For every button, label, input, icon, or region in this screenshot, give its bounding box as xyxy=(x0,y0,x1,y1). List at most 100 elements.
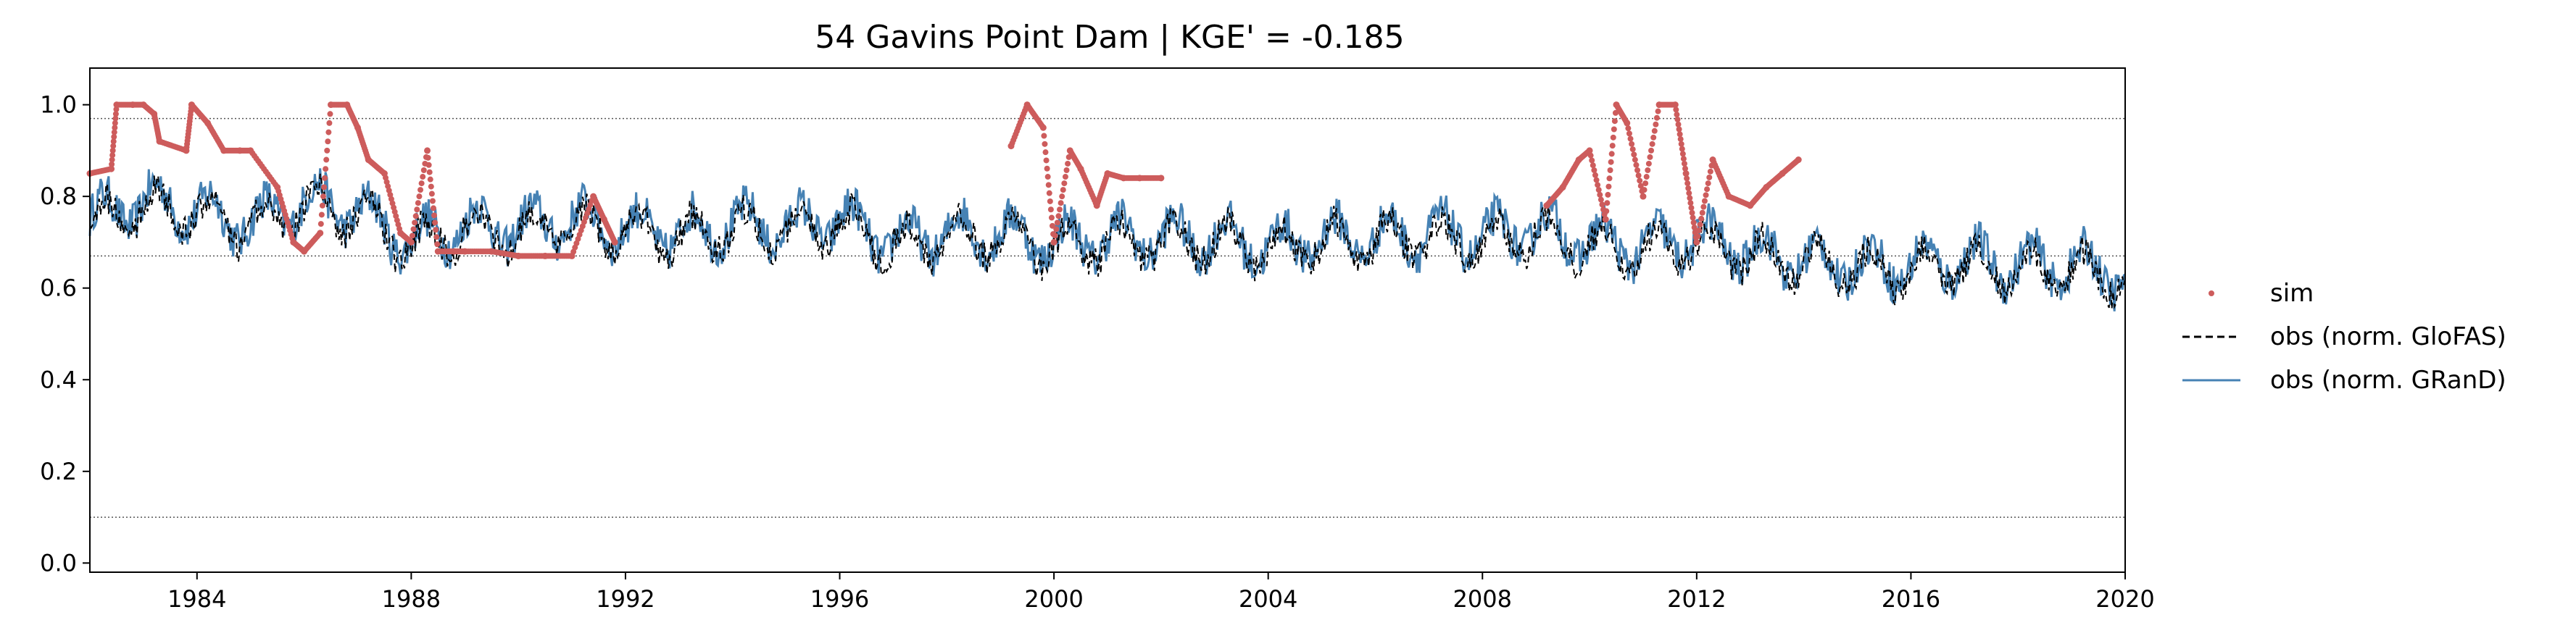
sim-point xyxy=(1687,195,1693,201)
sim-point xyxy=(1063,167,1070,174)
sim-point xyxy=(1645,167,1651,174)
plot-background xyxy=(90,68,2125,572)
sim-point xyxy=(417,187,424,193)
sim-point xyxy=(1604,200,1611,206)
sim-point xyxy=(1610,134,1616,141)
sim-point xyxy=(1690,214,1696,221)
series-grand-line xyxy=(88,168,2126,311)
sim-point xyxy=(1698,215,1705,222)
sim-point xyxy=(1653,114,1660,121)
sim-point xyxy=(112,120,118,126)
sim-point xyxy=(1597,196,1604,203)
sim-point xyxy=(1607,167,1613,174)
sim-point xyxy=(1640,193,1647,200)
sim-point xyxy=(420,174,426,180)
sim-point xyxy=(1602,216,1609,223)
sim-point xyxy=(1687,200,1694,206)
plot-area xyxy=(86,67,2126,573)
sim-point xyxy=(1044,174,1051,180)
y-tick-label: 0.6 xyxy=(40,275,77,302)
sim-point xyxy=(1042,141,1048,147)
sim-point xyxy=(325,138,331,145)
sim-point xyxy=(429,198,436,204)
sim-point xyxy=(317,230,324,237)
sim-point xyxy=(1677,131,1683,138)
sim-point xyxy=(1645,160,1652,167)
sim-point xyxy=(1671,101,1679,109)
sim-point xyxy=(428,190,435,197)
sim-point xyxy=(1595,182,1601,188)
sim-point xyxy=(1062,174,1068,180)
y-axis: 0.0 0.2 0.4 0.6 0.8 1.0 xyxy=(40,91,90,577)
x-tick-label: 2008 xyxy=(1453,585,1512,613)
sim-point xyxy=(1697,222,1703,228)
sim-point xyxy=(1047,198,1053,204)
sim-point xyxy=(431,212,438,219)
sim-point xyxy=(1686,190,1692,196)
sim-point xyxy=(1595,187,1602,193)
sim-point xyxy=(1048,214,1055,221)
sim-point xyxy=(1693,238,1700,246)
sim-point xyxy=(427,176,433,183)
sim-point xyxy=(1648,147,1655,154)
sim-point xyxy=(1699,209,1705,216)
sim-point xyxy=(1641,187,1648,193)
x-axis: 1984 1988 1992 1996 2000 2004 2008 2012 2016 2020 xyxy=(167,572,2155,613)
sim-point xyxy=(611,238,618,246)
sim-point xyxy=(1053,226,1060,232)
sim-point xyxy=(318,211,325,218)
sim-point xyxy=(1042,149,1049,156)
sim-point xyxy=(1675,121,1682,127)
x-tick-label: 2016 xyxy=(1882,585,1940,613)
sim-point xyxy=(1649,141,1655,147)
sim-point xyxy=(1706,174,1713,180)
sim-point xyxy=(433,227,439,233)
sim-point xyxy=(1635,172,1642,179)
y-tick-label: 1.0 xyxy=(40,91,77,119)
sim-point xyxy=(1590,162,1596,169)
sim-point xyxy=(1605,191,1611,198)
sim-point xyxy=(418,180,425,187)
sim-point xyxy=(1606,175,1613,182)
sim-point xyxy=(428,183,434,190)
sim-point xyxy=(1703,192,1709,198)
sim-point xyxy=(323,166,329,172)
sim-point xyxy=(1592,172,1598,178)
sim-point xyxy=(1052,232,1058,239)
y-tick-label: 0.8 xyxy=(40,183,77,210)
sim-point xyxy=(112,111,119,117)
sim-point xyxy=(430,205,436,211)
sim-point xyxy=(110,143,117,149)
sim-point xyxy=(110,138,117,145)
sim-point xyxy=(1674,116,1681,122)
sim-point xyxy=(1059,193,1065,200)
sim-point xyxy=(1586,147,1593,154)
sim-point xyxy=(1695,233,1701,240)
sim-point xyxy=(1599,201,1605,208)
sim-point xyxy=(324,147,331,154)
sim-point xyxy=(409,232,415,239)
reference-lines xyxy=(90,117,2125,518)
sim-point xyxy=(1043,157,1050,164)
sim-point xyxy=(1626,130,1632,137)
sim-point xyxy=(322,175,328,181)
sim-point xyxy=(1589,157,1595,164)
sim-point xyxy=(1691,225,1698,231)
legend-grand-label: obs (norm. GRanD) xyxy=(2270,366,2506,395)
sim-point xyxy=(432,219,439,226)
sim-point xyxy=(1685,185,1692,191)
sim-point xyxy=(1655,108,1661,114)
x-tick-label: 2020 xyxy=(2095,585,2154,613)
sim-point xyxy=(111,129,117,135)
sim-point xyxy=(109,147,116,154)
sim-point xyxy=(112,125,118,131)
sim-point xyxy=(420,167,427,174)
x-tick-label: 1996 xyxy=(810,585,869,613)
sim-point xyxy=(426,169,433,175)
sim-point xyxy=(1795,156,1802,164)
sim-point xyxy=(1681,160,1687,167)
y-tick-label: 0.2 xyxy=(40,458,77,485)
sim-point xyxy=(108,165,115,172)
x-tick-label: 2004 xyxy=(1239,585,1297,613)
